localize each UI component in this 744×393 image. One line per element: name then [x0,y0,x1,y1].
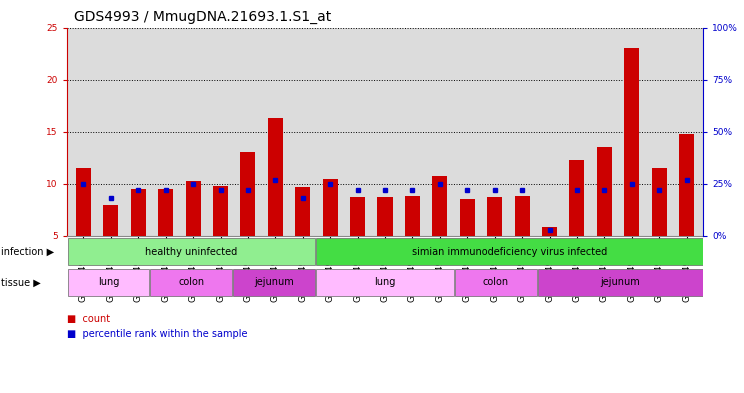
Bar [240,152,255,236]
Bar [213,186,228,236]
Bar [538,269,702,296]
Bar [624,48,639,236]
Bar [76,168,91,236]
Bar [350,197,365,236]
Text: ■  count: ■ count [67,314,110,324]
Bar [460,199,475,236]
Bar [652,168,667,236]
Bar [68,238,315,265]
Bar [103,204,118,236]
Bar [268,118,283,236]
Bar [316,238,702,265]
Text: tissue ▶: tissue ▶ [1,277,40,287]
Text: healthy uninfected: healthy uninfected [145,247,237,257]
Bar [377,197,393,236]
Bar [679,134,694,236]
Text: jejunum: jejunum [600,277,640,287]
Text: jejunum: jejunum [254,277,295,287]
Text: colon: colon [179,277,205,287]
Bar [185,181,201,236]
Bar [455,269,536,296]
Bar [68,269,150,296]
Bar [405,196,420,236]
Bar [316,269,454,296]
Bar [150,269,232,296]
Bar [569,160,585,236]
Text: GDS4993 / MmugDNA.21693.1.S1_at: GDS4993 / MmugDNA.21693.1.S1_at [74,9,332,24]
Text: lung: lung [374,277,396,287]
Text: infection ▶: infection ▶ [1,247,54,257]
Bar [158,189,173,236]
Bar [515,196,530,236]
Bar [295,187,310,236]
Text: lung: lung [97,277,119,287]
Bar [131,189,146,236]
Text: colon: colon [483,277,509,287]
Bar [432,176,447,236]
Text: ■  percentile rank within the sample: ■ percentile rank within the sample [67,329,248,340]
Bar [597,147,612,236]
Bar [323,178,338,236]
Text: simian immunodeficiency virus infected: simian immunodeficiency virus infected [412,247,607,257]
Bar [234,269,315,296]
Bar [542,228,557,236]
Bar [487,197,502,236]
